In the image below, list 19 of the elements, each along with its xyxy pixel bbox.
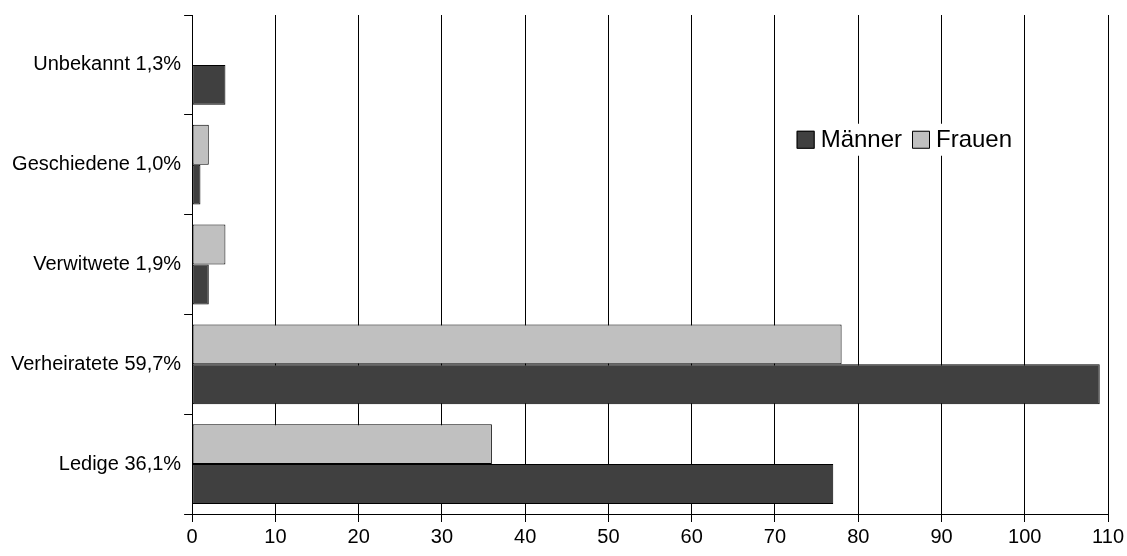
x-tick-label: 50: [597, 524, 620, 547]
y-tick-label: Verheiratete 59,7%: [10, 351, 182, 374]
x-tick-label: 70: [763, 524, 787, 547]
x-tick-label: 10: [264, 524, 287, 547]
y-tick-label: Geschiedene 1,0%: [12, 152, 182, 175]
y-tick-label: Unbekannt 1,3%: [33, 52, 182, 75]
x-tick-label: 80: [847, 524, 870, 547]
legend-label: Männer: [820, 125, 903, 153]
x-tick-label: 30: [430, 524, 454, 547]
y-tick-label: Ledige 36,1%: [58, 451, 182, 474]
x-tick-label: 20: [347, 524, 370, 547]
x-tick-label: 110: [1092, 524, 1124, 547]
x-tick-label: 60: [680, 524, 703, 547]
y-tick-label: Verwitwete 1,9%: [33, 252, 182, 275]
legend-label: Frauen: [936, 125, 1013, 153]
x-tick-label: 40: [514, 524, 537, 547]
x-tick-label: 0: [186, 524, 198, 547]
x-tick-label: 100: [1008, 524, 1042, 547]
x-tick-label: 90: [930, 524, 953, 547]
